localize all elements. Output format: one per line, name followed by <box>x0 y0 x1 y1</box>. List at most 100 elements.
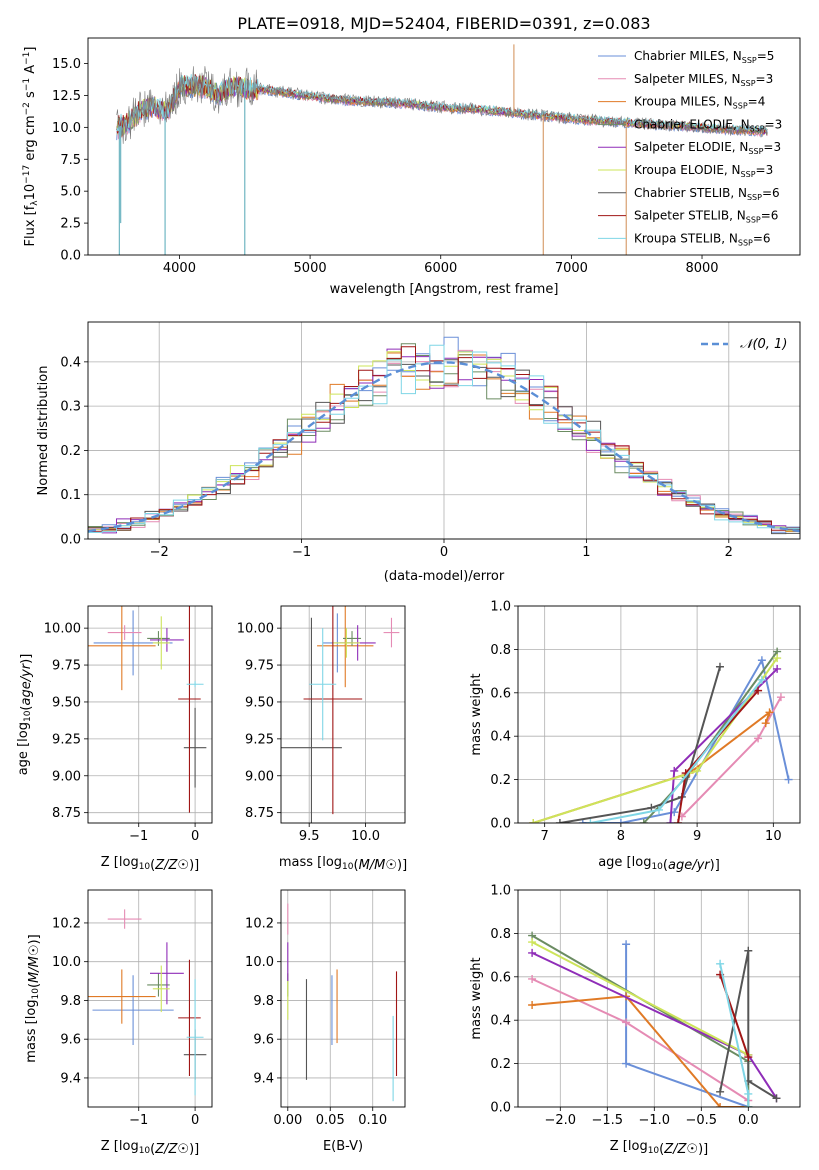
errorbar-chabrier-elodie <box>147 973 170 997</box>
plot-area <box>88 336 800 535</box>
errorbar-salpeter-stelib <box>178 959 201 1076</box>
y-tick-label: 9.00 <box>52 769 81 784</box>
weight-marker-salpeter-elodie <box>528 948 537 957</box>
weight-line-chabrier-stelib <box>559 666 721 823</box>
y-axis-label: Flux [fλ10−17 erg cm−2 s−1 A−1] <box>22 47 40 247</box>
x-tick-label: −1 <box>292 545 311 560</box>
weight-marker-kroupa-stelib <box>655 805 663 814</box>
x-tick-label: −1.5 <box>592 1113 624 1128</box>
weight-marker-kroupa-elodie <box>529 819 538 823</box>
y-tick-label: 9.6 <box>60 1033 81 1048</box>
y-tick-label: 9.25 <box>245 732 274 747</box>
x-axis-label: Z [log10(Z/Z☉)] <box>610 1139 709 1157</box>
legend-label-chabrier-miles: Chabrier MILES, NSSP=5 <box>634 49 774 65</box>
axes-frame <box>87 605 213 824</box>
x-tick-label: 0.00 <box>273 1113 302 1128</box>
y-tick-label: 12.5 <box>52 89 81 104</box>
errorbar-chabrier-stelib <box>281 617 342 823</box>
x-tick-label: 0 <box>440 545 448 560</box>
y-axis-label: Normed distribution <box>36 366 51 496</box>
weight-marker-chabrier-miles <box>757 656 766 665</box>
weight-marker-kroupa-miles <box>716 1103 725 1107</box>
y-tick-label: 9.4 <box>60 1071 81 1086</box>
x-tick-label: −1.0 <box>639 1113 671 1128</box>
x-tick-label: 8000 <box>685 261 718 276</box>
x-tick-label: 6000 <box>424 261 457 276</box>
y-tick-label: 9.75 <box>245 659 274 674</box>
x-tick-label: 7000 <box>555 261 588 276</box>
weight-marker-salpeter-stelib <box>744 1053 753 1062</box>
y-tick-label: 0.4 <box>490 1014 511 1029</box>
spectrum-legend: Chabrier MILES, NSSP=5 Salpeter MILES, NS… <box>598 49 782 247</box>
weight-marker-kroupa-stelib <box>716 959 725 968</box>
weight-marker-salpeter-elodie <box>773 664 782 673</box>
x-axis-label: mass [log10(M/M☉)] <box>279 855 407 873</box>
weight-marker-chabrier-stelib <box>715 662 724 671</box>
y-tick-label: 8.75 <box>245 806 274 821</box>
weight-marker-kroupa-stelib <box>757 675 766 684</box>
x-tick-label: 0.0 <box>738 1113 759 1128</box>
plot-area <box>116 44 768 255</box>
y-tick-label: 8.75 <box>52 806 81 821</box>
mass-weight-vs-age-panel: 7 8 9 10 0.0 0.2 0.4 0.6 0.8 1.0 age [log10(age/yr… <box>469 600 801 873</box>
y-tick-label: 0.2 <box>490 1057 511 1072</box>
plot-area <box>88 909 207 1096</box>
y-tick-label: 0.2 <box>490 773 511 788</box>
axes-frame <box>517 889 801 1108</box>
axes-frame <box>87 321 801 540</box>
y-tick-label: 0.6 <box>490 686 511 701</box>
y-tick-label: 0.0 <box>490 817 511 832</box>
y-tick-label: 1.0 <box>490 600 511 615</box>
errorbar-kroupa-miles <box>88 969 156 1024</box>
errorbar-chabrier-miles <box>92 975 174 1045</box>
errorbar-salpeter-miles <box>383 617 400 648</box>
x-axis-label: (data-model)/error <box>384 569 505 584</box>
histogram-kroupa-stelib <box>88 344 800 533</box>
weight-marker-salpeter-miles <box>776 693 785 702</box>
y-tick-label: 10.0 <box>52 121 81 136</box>
y-tick-label: 10.0 <box>245 955 274 970</box>
x-tick-label: −1 <box>129 829 148 844</box>
residual-histogram-panel: −2 −1 0 1 2 0.0 0.1 0.2 0.3 0.4 𝒩(0, 1) (data-model… <box>36 321 801 584</box>
y-tick-label: 0.8 <box>490 643 511 658</box>
x-tick-label: 9 <box>693 829 701 844</box>
x-axis-label: age [log10(age/yr)] <box>598 855 720 873</box>
grid-lines <box>518 889 800 1108</box>
x-tick-label: 10 <box>765 829 782 844</box>
legend-label-salpeter-miles: Salpeter MILES, NSSP=3 <box>634 72 773 88</box>
legend-label-salpeter-elodie: Salpeter ELODIE, NSSP=3 <box>634 140 781 156</box>
x-axis-label: wavelength [Angstrom, rest frame] <box>330 282 559 297</box>
y-tick-label: 0.4 <box>490 730 511 745</box>
weight-marker-kroupa-elodie <box>693 766 702 775</box>
y-tick-label: 0.8 <box>490 927 511 942</box>
observed-spectrum-line <box>116 66 768 144</box>
errorbar-kroupa-elodie <box>152 965 170 1013</box>
y-tick-label: 7.5 <box>60 153 81 168</box>
errorbar-kroupa-stelib <box>309 628 337 741</box>
y-tick-label: 0.3 <box>60 400 81 415</box>
plot-area <box>529 647 793 823</box>
legend-label-chabrier-elodie: Chabrier ELODIE, NSSP=3 <box>634 117 782 133</box>
errorbar-kroupa-elodie <box>332 628 360 658</box>
y-tick-label: 9.8 <box>253 994 274 1009</box>
y-axis-label: mass weight <box>469 673 484 755</box>
weight-marker-chabrier-miles <box>784 775 793 784</box>
figure-title: PLATE=0918, MJD=52404, FIBERID=0391, z=0… <box>237 14 650 33</box>
axes-frame <box>87 37 801 256</box>
errorbar-kroupa-elodie <box>152 616 170 670</box>
legend-label-salpeter-stelib: Salpeter STELIB, NSSP=6 <box>634 209 778 225</box>
x-tick-label: 7 <box>541 829 549 844</box>
x-tick-label: 1 <box>582 545 590 560</box>
weight-marker-chabrier-miles <box>616 819 625 823</box>
axes-frame <box>280 605 406 824</box>
axes-frame <box>280 889 406 1108</box>
legend-label-kroupa-miles: Kroupa MILES, NSSP=4 <box>634 95 765 111</box>
y-axis-label: age [log10(age/yr)] <box>16 654 34 776</box>
weight-marker-kroupa-miles <box>765 708 774 717</box>
y-axis-label: mass [log10(M/M☉)] <box>24 934 42 1062</box>
legend-label-kroupa-stelib: Kroupa STELIB, NSSP=6 <box>634 231 771 247</box>
x-tick-label: −1 <box>129 1113 148 1128</box>
x-tick-label: 8 <box>617 829 625 844</box>
errorbar-salpeter-miles <box>107 909 142 929</box>
plot-area <box>281 606 400 823</box>
